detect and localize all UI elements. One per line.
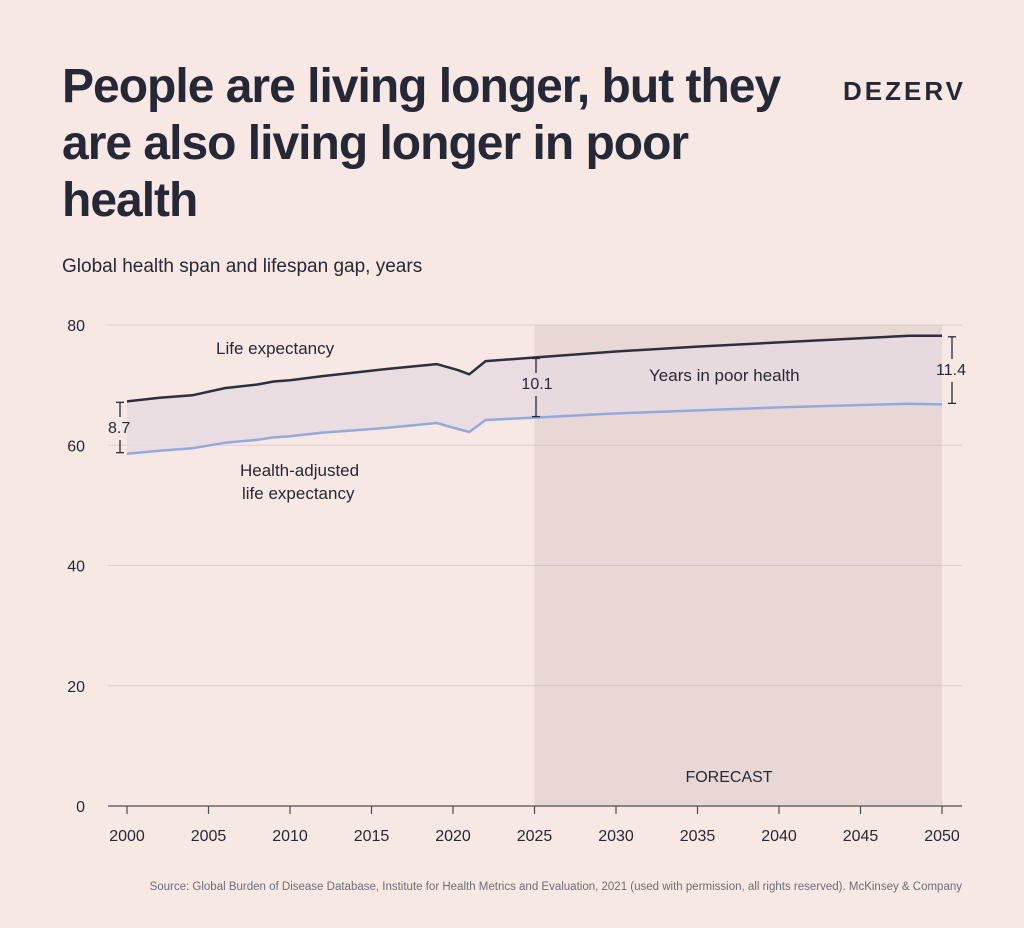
- series-line-health-adjusted: [126, 402, 943, 455]
- gap-marker-label: 11.4: [936, 362, 966, 379]
- x-tick-label: 2000: [109, 828, 145, 845]
- x-tick-label: 2035: [680, 828, 716, 845]
- series-label-health-adjusted: Health-adjusted life expectancy: [240, 461, 364, 503]
- series-line-life-expectancy: [126, 334, 942, 403]
- chart-title: People are living longer, but they are a…: [62, 60, 781, 227]
- x-tick-label: 2025: [517, 828, 553, 845]
- x-tick-label: 2045: [843, 828, 879, 845]
- gap-label: Years in poor health: [649, 366, 800, 385]
- gap-marker-label: 10.1: [521, 376, 552, 393]
- axes: 2000 2005 2010 2015 2020 2025 2030 2035 2040 2045…: [108, 805, 962, 845]
- y-tick-label: 20: [67, 679, 85, 696]
- grid: 0 20 40 60 80: [67, 318, 962, 816]
- series-label-life-expectancy: Life expectancy: [216, 339, 335, 358]
- chart-subtitle: Global health span and lifespan gap, yea…: [62, 256, 423, 277]
- gap-area: [127, 335, 942, 454]
- gap-markers: 8.7 10.1 11.4: [108, 336, 966, 454]
- y-tick-label: 80: [67, 318, 85, 335]
- x-tick-label: 2020: [435, 828, 471, 845]
- x-tick-label: 2015: [354, 828, 390, 845]
- source-note: Source: Global Burden of Disease Databas…: [149, 881, 962, 893]
- brand-logo: DEZERV: [843, 76, 966, 106]
- x-tick-label: 2050: [924, 828, 960, 845]
- x-tick-label: 2040: [761, 828, 797, 845]
- y-tick-label: 60: [67, 438, 85, 455]
- x-tick-label: 2030: [598, 828, 634, 845]
- x-tick-label: 2005: [191, 828, 227, 845]
- y-tick-label: 0: [76, 799, 85, 816]
- y-tick-label: 40: [67, 559, 85, 576]
- x-tick-label: 2010: [272, 828, 308, 845]
- gap-marker-label: 8.7: [108, 420, 130, 437]
- forecast-label: FORECAST: [685, 769, 772, 786]
